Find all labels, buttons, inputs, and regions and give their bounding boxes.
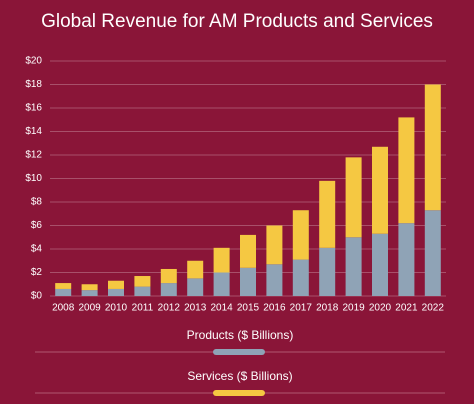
bar-segment — [372, 146, 388, 234]
x-tick-label: 2022 — [422, 303, 445, 314]
bar-segment — [213, 247, 230, 273]
chart-title: Global Revenue for AM Products and Servi… — [41, 11, 433, 32]
x-tick-label: 2014 — [210, 303, 233, 314]
bar-segment — [292, 210, 309, 260]
bar-segment — [187, 278, 204, 296]
y-tick-label: $14 — [25, 126, 42, 137]
bar-segment — [134, 286, 151, 296]
bar-segment — [160, 268, 177, 284]
x-tick-label: 2009 — [78, 303, 101, 314]
bar-segment — [319, 180, 336, 248]
x-tick-label: 2016 — [263, 303, 286, 314]
x-tick-label: 2017 — [290, 303, 313, 314]
bar-segment — [398, 223, 415, 296]
bar-segment — [108, 280, 124, 289]
bar-segment — [345, 237, 362, 296]
bar-segment — [240, 267, 256, 296]
bar-segment — [345, 157, 362, 238]
y-tick-label: $4 — [31, 244, 43, 255]
y-tick-label: $12 — [25, 150, 42, 161]
legend-swatch[interactable] — [213, 390, 265, 396]
bar-segment — [160, 283, 177, 296]
x-tick-label: 2015 — [237, 303, 260, 314]
bar-segment — [319, 247, 336, 296]
x-tick-label: 2010 — [105, 303, 128, 314]
bar-segment — [81, 290, 98, 296]
bar-segment — [398, 117, 415, 224]
x-tick-label: 2019 — [342, 303, 365, 314]
bar-segment — [292, 259, 309, 296]
legend-label: Services ($ Billions) — [187, 369, 292, 383]
bar-segment — [134, 276, 151, 287]
x-tick-label: 2011 — [132, 303, 154, 314]
x-tick-label: 2013 — [184, 303, 207, 314]
bar-segment — [266, 264, 283, 296]
bar-segment — [187, 260, 204, 279]
y-tick-label: $0 — [31, 291, 43, 302]
bar-segment — [55, 288, 72, 296]
legend-label: Products ($ Billions) — [187, 328, 294, 342]
bar-segment — [240, 234, 256, 268]
legend-swatch[interactable] — [213, 349, 265, 355]
bar-segment — [372, 233, 388, 296]
bar-segment — [424, 210, 441, 296]
bar-segment — [266, 225, 283, 265]
x-tick-label: 2018 — [316, 303, 339, 314]
y-tick-label: $6 — [31, 220, 43, 231]
bar-segment — [81, 284, 98, 291]
y-tick-label: $18 — [25, 79, 42, 90]
y-tick-label: $8 — [31, 197, 43, 208]
bar-segment — [55, 283, 72, 289]
bar-segment — [424, 84, 441, 211]
x-tick-label: 2021 — [395, 303, 418, 314]
y-tick-label: $20 — [25, 56, 42, 67]
x-tick-label: 2012 — [158, 303, 181, 314]
y-tick-label: $16 — [25, 103, 42, 114]
bar-segment — [213, 272, 230, 296]
y-tick-label: $10 — [25, 173, 42, 184]
bar-segment — [108, 288, 124, 296]
y-tick-label: $2 — [31, 267, 43, 278]
x-tick-label: 2020 — [369, 303, 392, 314]
x-tick-label: 2008 — [52, 303, 75, 314]
